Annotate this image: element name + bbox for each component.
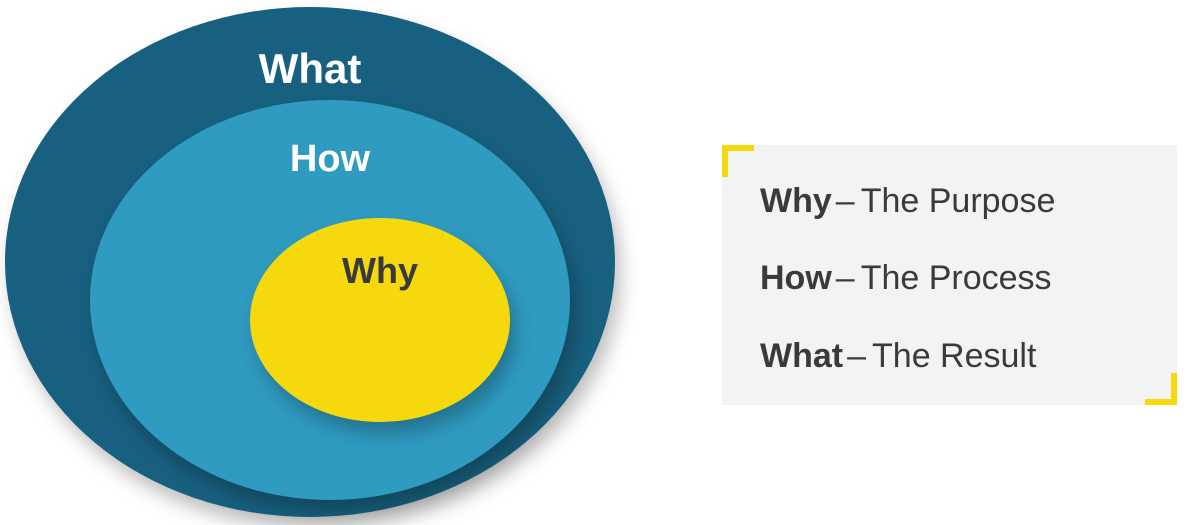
legend-desc: The Purpose xyxy=(861,182,1056,220)
legend-sep: – xyxy=(847,337,866,375)
ring-how-label: How xyxy=(90,138,570,181)
legend-term: Why xyxy=(760,182,832,220)
legend-sep: – xyxy=(836,182,855,220)
legend-sep: – xyxy=(836,259,855,297)
legend-term: How xyxy=(760,259,832,297)
legend-line-what: What–The Result xyxy=(760,338,1135,375)
ring-why: Why xyxy=(250,218,510,422)
legend-line-how: How–The Process xyxy=(760,260,1135,297)
ring-why-label: Why xyxy=(250,250,510,292)
legend-line-why: Why–The Purpose xyxy=(760,183,1135,220)
infographic-canvas: What How Why Why–The Purpose How–The Pro… xyxy=(0,0,1200,525)
legend-term: What xyxy=(760,337,843,375)
legend-desc: The Result xyxy=(872,337,1036,375)
legend-desc: The Process xyxy=(861,259,1052,297)
ring-what-label: What xyxy=(5,45,615,93)
legend-panel: Why–The Purpose How–The Process What–The… xyxy=(722,145,1177,405)
